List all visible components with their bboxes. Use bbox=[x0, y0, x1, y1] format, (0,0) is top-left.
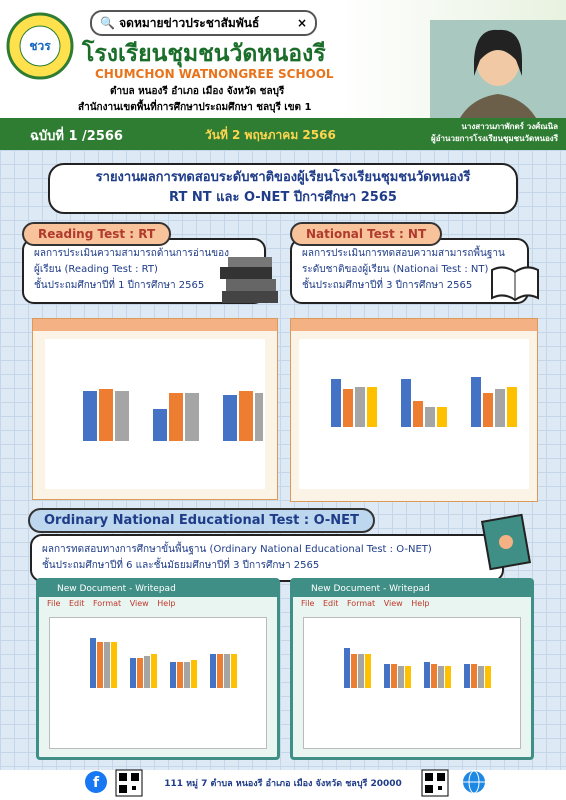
onet-chart-thumbnail bbox=[344, 648, 491, 688]
text-line: ผลการประเมินความสามารถด้านการอ่านของ bbox=[34, 248, 229, 259]
school-name-en: CHUMCHON WATNONGREE SCHOOL bbox=[95, 67, 334, 81]
text-line: ระดับชาติของผู้เรียน (Nationai Test : NT… bbox=[302, 264, 489, 275]
nt-chart-window bbox=[290, 318, 538, 502]
footer-icons: f bbox=[85, 769, 485, 797]
footer-address: 111 หมู่ 7 ตำบล หนองรี อำเภอ เมือง จังหว… bbox=[164, 779, 402, 789]
onet-window: New Document - Writepad File Edit Format… bbox=[290, 578, 534, 760]
logo: ชวร bbox=[6, 12, 74, 80]
headline: รายงานผลการทดสอบระดับชาติของผู้เรียนโรงเ… bbox=[48, 163, 518, 214]
books-icon bbox=[220, 257, 278, 303]
text-line: ชั้นประถมศึกษาปีที่ 3 ปีการศึกษา 2565 bbox=[302, 280, 473, 291]
menu-item[interactable]: View bbox=[383, 599, 403, 608]
book-icon bbox=[480, 513, 532, 571]
onet-chart-thumbnail bbox=[90, 638, 237, 688]
menu-item[interactable]: Edit bbox=[68, 599, 85, 608]
menu-item[interactable]: Format bbox=[346, 599, 376, 608]
headline-line: RT NT และ O-NET ปีการศึกษา 2565 bbox=[169, 190, 397, 205]
onet-text: ผลการทดสอบทางการศึกษาขั้นพื้นฐาน (Ordina… bbox=[30, 534, 504, 582]
window-title: New Document - Writepad bbox=[39, 581, 277, 597]
document bbox=[49, 617, 267, 749]
menu-item[interactable]: Format bbox=[92, 599, 122, 608]
nt-chart-thumbnail bbox=[299, 339, 529, 489]
office: สำนักงานเขตพื้นที่การศึกษาประถมศึกษา ชลบ… bbox=[78, 102, 312, 113]
svg-text:f: f bbox=[93, 775, 100, 791]
menu-item[interactable]: Help bbox=[157, 599, 176, 608]
document bbox=[303, 617, 521, 749]
text-line: ชั้นประถมศึกษาปีที่ 1 ปีการศึกษา 2565 bbox=[34, 280, 205, 291]
school-name: โรงเรียนชุมชนวัดหนองรี bbox=[82, 41, 326, 67]
menu-item[interactable]: Help bbox=[411, 599, 430, 608]
issue-band bbox=[0, 118, 566, 150]
menu: File Edit Format View Help bbox=[293, 597, 531, 610]
date: วันที่ 2 พฤษภาคม 2566 bbox=[205, 128, 336, 142]
menu-item[interactable]: View bbox=[129, 599, 149, 608]
menu-item[interactable]: File bbox=[301, 599, 315, 608]
rt-chart-window bbox=[32, 318, 278, 500]
text-line: ผลการประเมินการทดสอบความสามารถพื้นฐาน bbox=[302, 248, 505, 259]
text-line: ผู้เรียน (Reading Test : RT) bbox=[34, 264, 158, 275]
search-text: จดหมายข่าวประชาสัมพันธ์ bbox=[119, 16, 260, 30]
onet-window: New Document - Writepad File Edit Format… bbox=[36, 578, 280, 760]
onet-label: Ordinary National Educational Test : O-N… bbox=[28, 508, 375, 533]
director-name: นางสาวนภาพักตร์ วงศ์ณนิล bbox=[461, 122, 558, 131]
svg-text:ชวร: ชวร bbox=[29, 39, 51, 53]
text-line: ผลการทดสอบทางการศึกษาขั้นพื้นฐาน (Ordina… bbox=[42, 544, 432, 555]
issue: ฉบับที่ 1 /2566 bbox=[30, 129, 123, 144]
director-title: ผู้อำนวยการโรงเรียนชุมชนวัดหนองรี bbox=[431, 134, 558, 143]
window-title: New Document - Writepad bbox=[293, 581, 531, 597]
director: นางสาวนภาพักตร์ วงศ์ณนิลผู้อำนวยการโรงเร… bbox=[431, 121, 558, 145]
menu-item[interactable]: File bbox=[47, 599, 61, 608]
search-box[interactable]: 🔍 จดหมายข่าวประชาสัมพันธ์ × bbox=[90, 10, 317, 36]
menu: File Edit Format View Help bbox=[39, 597, 277, 610]
address: ตำบล หนองรี อำเภอ เมือง จังหวัด ชลบุรี bbox=[110, 86, 285, 97]
open-book-icon bbox=[491, 266, 539, 302]
headline-line: รายงานผลการทดสอบระดับชาติของผู้เรียนโรงเ… bbox=[95, 170, 471, 185]
menu-item[interactable]: Edit bbox=[322, 599, 339, 608]
nt-label: National Test : NT bbox=[290, 222, 443, 246]
text-line: ชั้นประถมศึกษาปีที่ 6 และชั้นมัธยมศึกษาป… bbox=[42, 560, 320, 571]
rt-chart-thumbnail bbox=[45, 339, 265, 489]
rt-label: Reading Test : RT bbox=[22, 222, 172, 246]
